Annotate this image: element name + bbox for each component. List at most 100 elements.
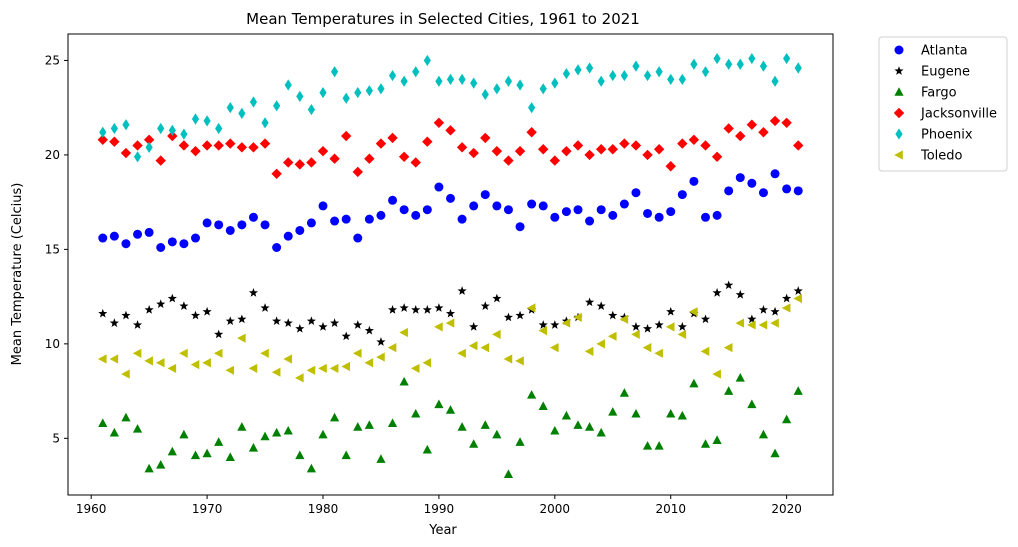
point-atlanta bbox=[573, 205, 583, 215]
legend-label-eugene: Eugene bbox=[921, 65, 970, 80]
point-phoenix bbox=[273, 100, 281, 112]
point-toledo bbox=[515, 356, 524, 366]
point-atlanta bbox=[747, 178, 757, 188]
point-atlanta bbox=[434, 182, 444, 192]
legend-label-phoenix: Phoenix bbox=[921, 128, 973, 143]
point-atlanta bbox=[701, 212, 710, 222]
point-fargo bbox=[527, 390, 537, 399]
point-fargo bbox=[272, 427, 282, 437]
point-atlanta bbox=[619, 199, 629, 209]
point-phoenix bbox=[354, 86, 362, 99]
point-eugene bbox=[608, 310, 618, 320]
point-eugene bbox=[666, 306, 676, 316]
point-phoenix bbox=[736, 58, 744, 70]
point-toledo bbox=[457, 348, 466, 358]
point-phoenix bbox=[493, 83, 501, 95]
point-phoenix bbox=[713, 52, 721, 65]
point-eugene bbox=[434, 303, 444, 312]
point-eugene bbox=[677, 322, 687, 331]
point-toledo bbox=[781, 303, 791, 313]
point-jacksonville bbox=[746, 119, 758, 130]
legend-marker-toledo bbox=[894, 150, 903, 160]
point-toledo bbox=[700, 346, 710, 357]
point-atlanta bbox=[724, 186, 734, 196]
point-jacksonville bbox=[723, 123, 734, 134]
point-eugene bbox=[306, 316, 316, 326]
point-eugene bbox=[735, 289, 745, 299]
point-toledo bbox=[213, 348, 223, 358]
point-toledo bbox=[526, 303, 536, 313]
point-phoenix bbox=[400, 75, 408, 87]
point-jacksonville bbox=[248, 142, 259, 153]
point-eugene bbox=[295, 323, 305, 333]
point-phoenix bbox=[609, 69, 617, 82]
point-eugene bbox=[469, 322, 479, 331]
point-fargo bbox=[457, 422, 467, 431]
point-eugene bbox=[132, 320, 143, 329]
x-axis-label: Year bbox=[428, 523, 457, 538]
point-atlanta bbox=[793, 186, 803, 196]
point-atlanta bbox=[422, 205, 432, 215]
point-phoenix bbox=[759, 60, 768, 72]
point-jacksonville bbox=[433, 117, 445, 128]
point-atlanta bbox=[388, 195, 398, 205]
point-toledo bbox=[155, 358, 165, 368]
legend-label-toledo: Toledo bbox=[920, 149, 963, 164]
legend-frame bbox=[878, 36, 1008, 172]
point-eugene bbox=[283, 318, 293, 327]
point-atlanta bbox=[631, 188, 641, 198]
point-jacksonville bbox=[190, 145, 201, 157]
point-eugene bbox=[214, 329, 224, 339]
point-eugene bbox=[457, 286, 467, 295]
point-atlanta bbox=[457, 214, 467, 224]
point-eugene bbox=[121, 310, 131, 320]
point-atlanta bbox=[770, 169, 780, 179]
point-jacksonville bbox=[387, 132, 398, 144]
point-phoenix bbox=[620, 69, 628, 82]
point-jacksonville bbox=[503, 155, 514, 166]
point-jacksonville bbox=[549, 155, 561, 166]
point-fargo bbox=[387, 418, 398, 428]
point-eugene bbox=[411, 305, 421, 314]
point-fargo bbox=[121, 412, 131, 422]
point-phoenix bbox=[690, 58, 698, 70]
point-fargo bbox=[132, 424, 143, 433]
point-toledo bbox=[225, 365, 235, 375]
point-toledo bbox=[376, 352, 385, 362]
chart-title: Mean Temperatures in Selected Cities, 19… bbox=[246, 10, 640, 28]
point-atlanta bbox=[330, 216, 340, 226]
point-phoenix bbox=[168, 124, 176, 136]
point-toledo bbox=[793, 293, 803, 304]
point-phoenix bbox=[99, 126, 107, 138]
point-atlanta bbox=[121, 239, 131, 249]
legend-marker-eugene bbox=[894, 66, 904, 75]
point-phoenix bbox=[783, 52, 791, 65]
point-jacksonville bbox=[456, 142, 468, 153]
point-jacksonville bbox=[700, 140, 711, 151]
point-jacksonville bbox=[468, 147, 479, 159]
point-atlanta bbox=[411, 210, 421, 220]
point-eugene bbox=[793, 286, 803, 295]
point-jacksonville bbox=[422, 136, 433, 147]
point-toledo bbox=[480, 343, 490, 353]
point-jacksonville bbox=[97, 134, 108, 146]
point-fargo bbox=[167, 446, 177, 456]
point-atlanta bbox=[167, 237, 177, 247]
point-eugene bbox=[782, 293, 792, 303]
point-jacksonville bbox=[758, 127, 769, 138]
point-eugene bbox=[654, 320, 664, 329]
point-eugene bbox=[712, 288, 722, 297]
legend-marker-atlanta bbox=[894, 45, 904, 55]
x-tick-label: 2020 bbox=[771, 502, 802, 516]
point-eugene bbox=[156, 299, 166, 309]
point-toledo bbox=[202, 358, 211, 368]
point-atlanta bbox=[237, 220, 247, 230]
point-phoenix bbox=[249, 96, 258, 108]
point-toledo bbox=[341, 361, 350, 372]
point-phoenix bbox=[470, 77, 478, 89]
point-fargo bbox=[782, 414, 792, 424]
point-fargo bbox=[283, 425, 293, 435]
y-axis: 5 10 15 20 25 bbox=[45, 53, 68, 445]
point-fargo bbox=[156, 459, 166, 469]
